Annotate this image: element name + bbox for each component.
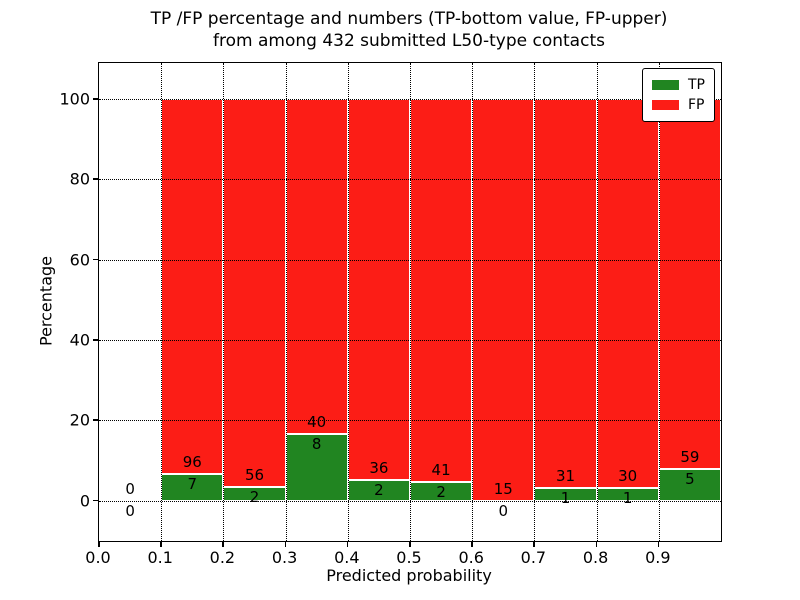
fp-count-label: 41 (432, 462, 451, 479)
x-tick-label: 0.2 (210, 548, 235, 567)
x-tick-mark (409, 542, 411, 547)
y-tick-label: 100 (0, 90, 90, 109)
y-tick-mark (93, 259, 98, 261)
y-tick-label: 60 (0, 250, 90, 269)
x-tick-mark (98, 542, 100, 547)
fp-count-label: 31 (556, 468, 575, 485)
fp-count-label: 56 (245, 467, 264, 484)
x-tick-label: 0.3 (272, 548, 297, 567)
legend-label: FP (688, 98, 705, 112)
tp-count-label: 2 (374, 482, 384, 499)
tp-count-label: 1 (623, 490, 633, 507)
tp-count-label: 8 (312, 436, 322, 453)
x-tick-label: 0.1 (147, 548, 172, 567)
tp-count-label: 2 (436, 484, 446, 501)
y-tick-label: 40 (0, 331, 90, 350)
x-tick-label: 0.5 (396, 548, 421, 567)
x-tick-mark (347, 542, 349, 547)
x-tick-mark (285, 542, 287, 547)
legend-row: TP (652, 75, 705, 95)
legend-swatch-fp (652, 100, 679, 110)
x-tick-label: 0.6 (458, 548, 483, 567)
chart-title: TP /FP percentage and numbers (TP-bottom… (98, 8, 720, 52)
legend-swatch-tp (652, 80, 679, 90)
tp-count-label: 0 (125, 503, 135, 520)
x-tick-label: 0.4 (334, 548, 359, 567)
y-tick-label: 80 (0, 170, 90, 189)
legend-row: FP (652, 95, 705, 115)
fp-count-label: 96 (183, 454, 202, 471)
fp-count-label: 36 (369, 460, 388, 477)
fp-count-label: 15 (494, 481, 513, 498)
x-tick-mark (222, 542, 224, 547)
x-tick-mark (596, 542, 598, 547)
x-tick-label: 0.9 (645, 548, 670, 567)
x-tick-mark (533, 542, 535, 547)
tp-count-label: 2 (250, 489, 260, 506)
bar-count-labels-layer: 0 0 96 7 56 2 40 8 36 2 41 2 15 0 31 1 30 1 59 5 (99, 63, 721, 541)
y-tick-mark (93, 98, 98, 100)
tp-count-label: 7 (188, 476, 198, 493)
y-tick-label: 0 (0, 491, 90, 510)
tp-count-label: 1 (561, 490, 571, 507)
legend: TP FP (642, 68, 715, 122)
legend-label: TP (688, 78, 705, 92)
fp-count-label: 0 (125, 481, 135, 498)
x-tick-mark (160, 542, 162, 547)
chart-title-line2: from among 432 submitted L50-type contac… (98, 30, 720, 52)
x-tick-label: 0.7 (521, 548, 546, 567)
y-tick-mark (93, 339, 98, 341)
plot-area: 0 0 96 7 56 2 40 8 36 2 41 2 15 0 31 1 30 1 59 5 TP FP (98, 62, 722, 542)
chart-title-line1: TP /FP percentage and numbers (TP-bottom… (98, 8, 720, 30)
tp-count-label: 0 (499, 503, 509, 520)
x-axis-label: Predicted probability (98, 566, 720, 585)
y-tick-mark (93, 500, 98, 502)
figure-canvas: TP /FP percentage and numbers (TP-bottom… (0, 0, 800, 600)
y-tick-label: 20 (0, 411, 90, 430)
x-tick-mark (471, 542, 473, 547)
fp-count-label: 30 (618, 468, 637, 485)
x-tick-label: 0.0 (85, 548, 110, 567)
x-tick-label: 0.8 (583, 548, 608, 567)
fp-count-label: 59 (680, 449, 699, 466)
tp-count-label: 5 (685, 471, 695, 488)
y-tick-mark (93, 419, 98, 421)
y-tick-mark (93, 178, 98, 180)
x-tick-mark (658, 542, 660, 547)
fp-count-label: 40 (307, 414, 326, 431)
